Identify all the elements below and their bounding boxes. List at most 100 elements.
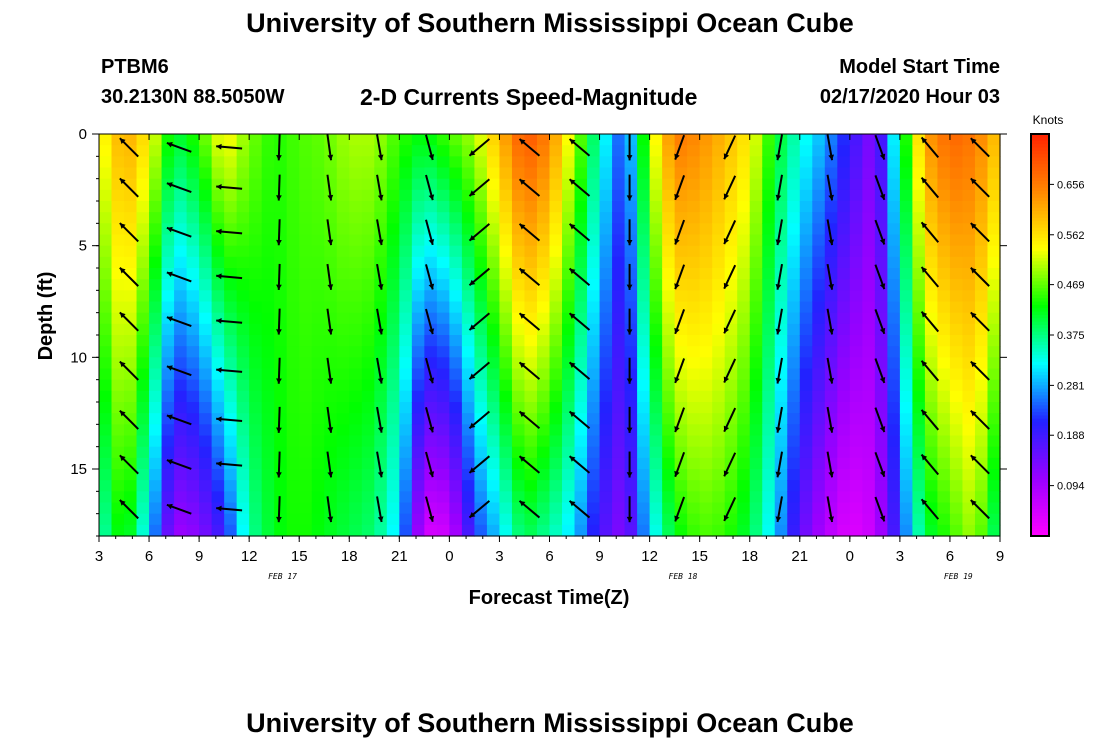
heatmap-cell: [737, 156, 751, 169]
heatmap-cell: [687, 290, 701, 303]
heatmap-cell: [612, 279, 626, 291]
heatmap-cell: [974, 323, 989, 336]
heatmap-cell: [762, 335, 776, 347]
heatmap-cell: [899, 312, 913, 325]
heatmap-cell: [511, 134, 526, 146]
heatmap-cell: [587, 390, 601, 403]
heatmap-cell: [687, 156, 701, 169]
current-vector: [723, 309, 737, 334]
heatmap-cell: [862, 201, 876, 213]
heatmap-cell: [286, 379, 300, 392]
heatmap-cell: [136, 279, 150, 291]
heatmap-cell: [987, 413, 1001, 425]
heatmap-cell: [411, 491, 425, 504]
heatmap-cell: [424, 312, 438, 325]
current-vector: [276, 308, 282, 335]
heatmap-cell: [274, 413, 288, 425]
heatmap-cell: [549, 435, 563, 448]
heatmap-cell: [612, 390, 626, 403]
heatmap-cell: [849, 234, 863, 247]
heatmap-cell: [599, 357, 613, 370]
heatmap-cell: [524, 379, 538, 392]
heatmap-cell: [249, 335, 263, 347]
heatmap-cell: [874, 513, 888, 526]
heatmap-cell: [461, 145, 476, 157]
heatmap-cell: [924, 524, 939, 537]
heatmap-cell: [987, 178, 1001, 191]
heatmap-cell: [962, 223, 976, 236]
heatmap-cell: [374, 178, 388, 191]
heatmap-cell: [411, 201, 425, 213]
heatmap-cell: [924, 502, 939, 515]
heatmap-cell: [812, 156, 826, 169]
heatmap-cell: [974, 435, 989, 448]
heatmap-cell: [111, 390, 125, 403]
heatmap-cell: [874, 290, 888, 303]
heatmap-cell: [136, 245, 150, 258]
heatmap-cell: [199, 513, 213, 526]
heatmap-cell: [549, 323, 563, 336]
heatmap-cell: [174, 335, 188, 347]
heatmap-cell: [674, 402, 688, 414]
colorbar-swatch: [1031, 368, 1049, 373]
heatmap-cell: [749, 469, 763, 481]
heatmap-cell: [499, 189, 513, 202]
heatmap-cell: [849, 134, 863, 146]
heatmap-cell: [474, 156, 488, 169]
heatmap-cell: [837, 145, 851, 157]
heatmap-cell: [637, 513, 651, 526]
heatmap-cell: [536, 379, 551, 392]
heatmap-cell: [637, 390, 651, 403]
heatmap-cell: [774, 469, 788, 481]
heatmap-cell: [186, 256, 200, 269]
heatmap-cell: [849, 167, 863, 180]
heatmap-cell: [311, 234, 325, 247]
heatmap-cell: [887, 335, 901, 347]
heatmap-cell: [211, 256, 225, 269]
heatmap-cell: [624, 424, 638, 437]
colorbar-swatch: [1031, 298, 1049, 303]
heatmap-cell: [624, 469, 638, 481]
heatmap-cell: [336, 156, 350, 169]
heatmap-cell: [386, 480, 400, 492]
heatmap-cell: [336, 301, 350, 314]
heatmap-cell: [374, 402, 388, 414]
heatmap-cell: [224, 390, 238, 403]
heatmap-cell: [562, 212, 576, 224]
heatmap-cell: [812, 469, 826, 481]
heatmap-cell: [111, 178, 125, 191]
heatmap-cell: [236, 178, 250, 191]
heatmap-cell: [524, 201, 538, 213]
heatmap-cell: [161, 279, 175, 291]
current-vector: [674, 407, 686, 433]
heatmap-cell: [574, 301, 588, 314]
heatmap-cell: [687, 502, 701, 515]
heatmap-cell: [924, 368, 939, 381]
heatmap-cell: [762, 413, 776, 425]
heatmap-cell: [511, 502, 526, 515]
heatmap-cell: [624, 357, 638, 370]
heatmap-cell: [424, 178, 438, 191]
heatmap-cell: [286, 178, 300, 191]
heatmap-cell: [186, 290, 200, 303]
heatmap-cell: [411, 312, 425, 325]
heatmap-cell: [99, 379, 113, 392]
heatmap-cell: [261, 368, 275, 381]
heatmap-cell: [874, 212, 888, 224]
heatmap-cell: [336, 256, 350, 269]
heatmap-cell: [899, 290, 913, 303]
heatmap-cell: [124, 402, 138, 414]
heatmap-cell: [486, 145, 501, 157]
heatmap-cell: [386, 368, 400, 381]
heatmap-cell: [174, 245, 188, 258]
heatmap-cell: [136, 167, 150, 180]
heatmap-cell: [224, 223, 238, 236]
heatmap-cell: [549, 446, 563, 459]
heatmap-cell: [937, 413, 951, 425]
heatmap-cell: [737, 357, 751, 370]
heatmap-cell: [449, 301, 463, 314]
heatmap-cell: [449, 502, 463, 515]
current-vector: [376, 308, 384, 335]
heatmap-cell: [449, 390, 463, 403]
heatmap-cell: [837, 402, 851, 414]
